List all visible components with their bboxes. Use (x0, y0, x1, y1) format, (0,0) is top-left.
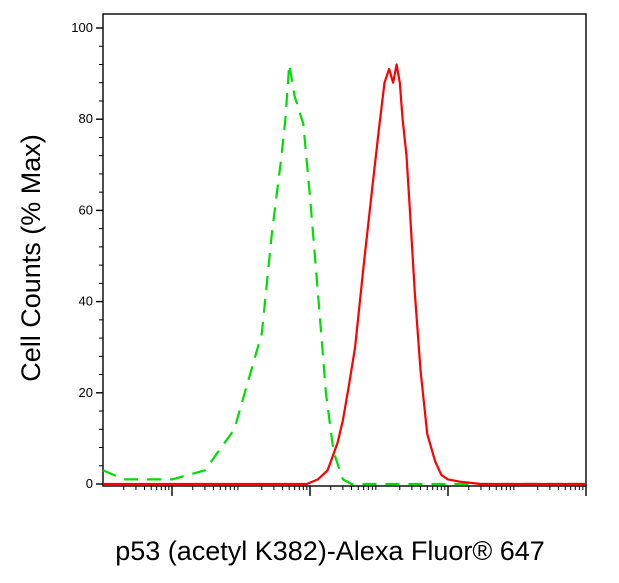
x-axis-ticks (123, 486, 587, 496)
x-axis-label: p53 (acetyl K382)-Alexa Fluor® 647 (115, 536, 545, 566)
series-layer (102, 63, 586, 486)
y-tick-label: 60 (79, 202, 93, 217)
y-tick-label: 40 (79, 294, 93, 309)
y-tick-label: 100 (71, 20, 93, 35)
series-line-dashed-green (102, 63, 586, 486)
plot-frame (102, 13, 587, 487)
y-axis-ticks: 0 20 40 60 80 100 (71, 20, 103, 491)
y-tick-label: 0 (86, 476, 93, 491)
y-tick-label: 20 (79, 385, 93, 400)
y-tick-label: 80 (79, 111, 93, 126)
series-line-solid-red (103, 63, 586, 486)
y-axis-label: Cell Counts (% Max) (16, 134, 46, 382)
